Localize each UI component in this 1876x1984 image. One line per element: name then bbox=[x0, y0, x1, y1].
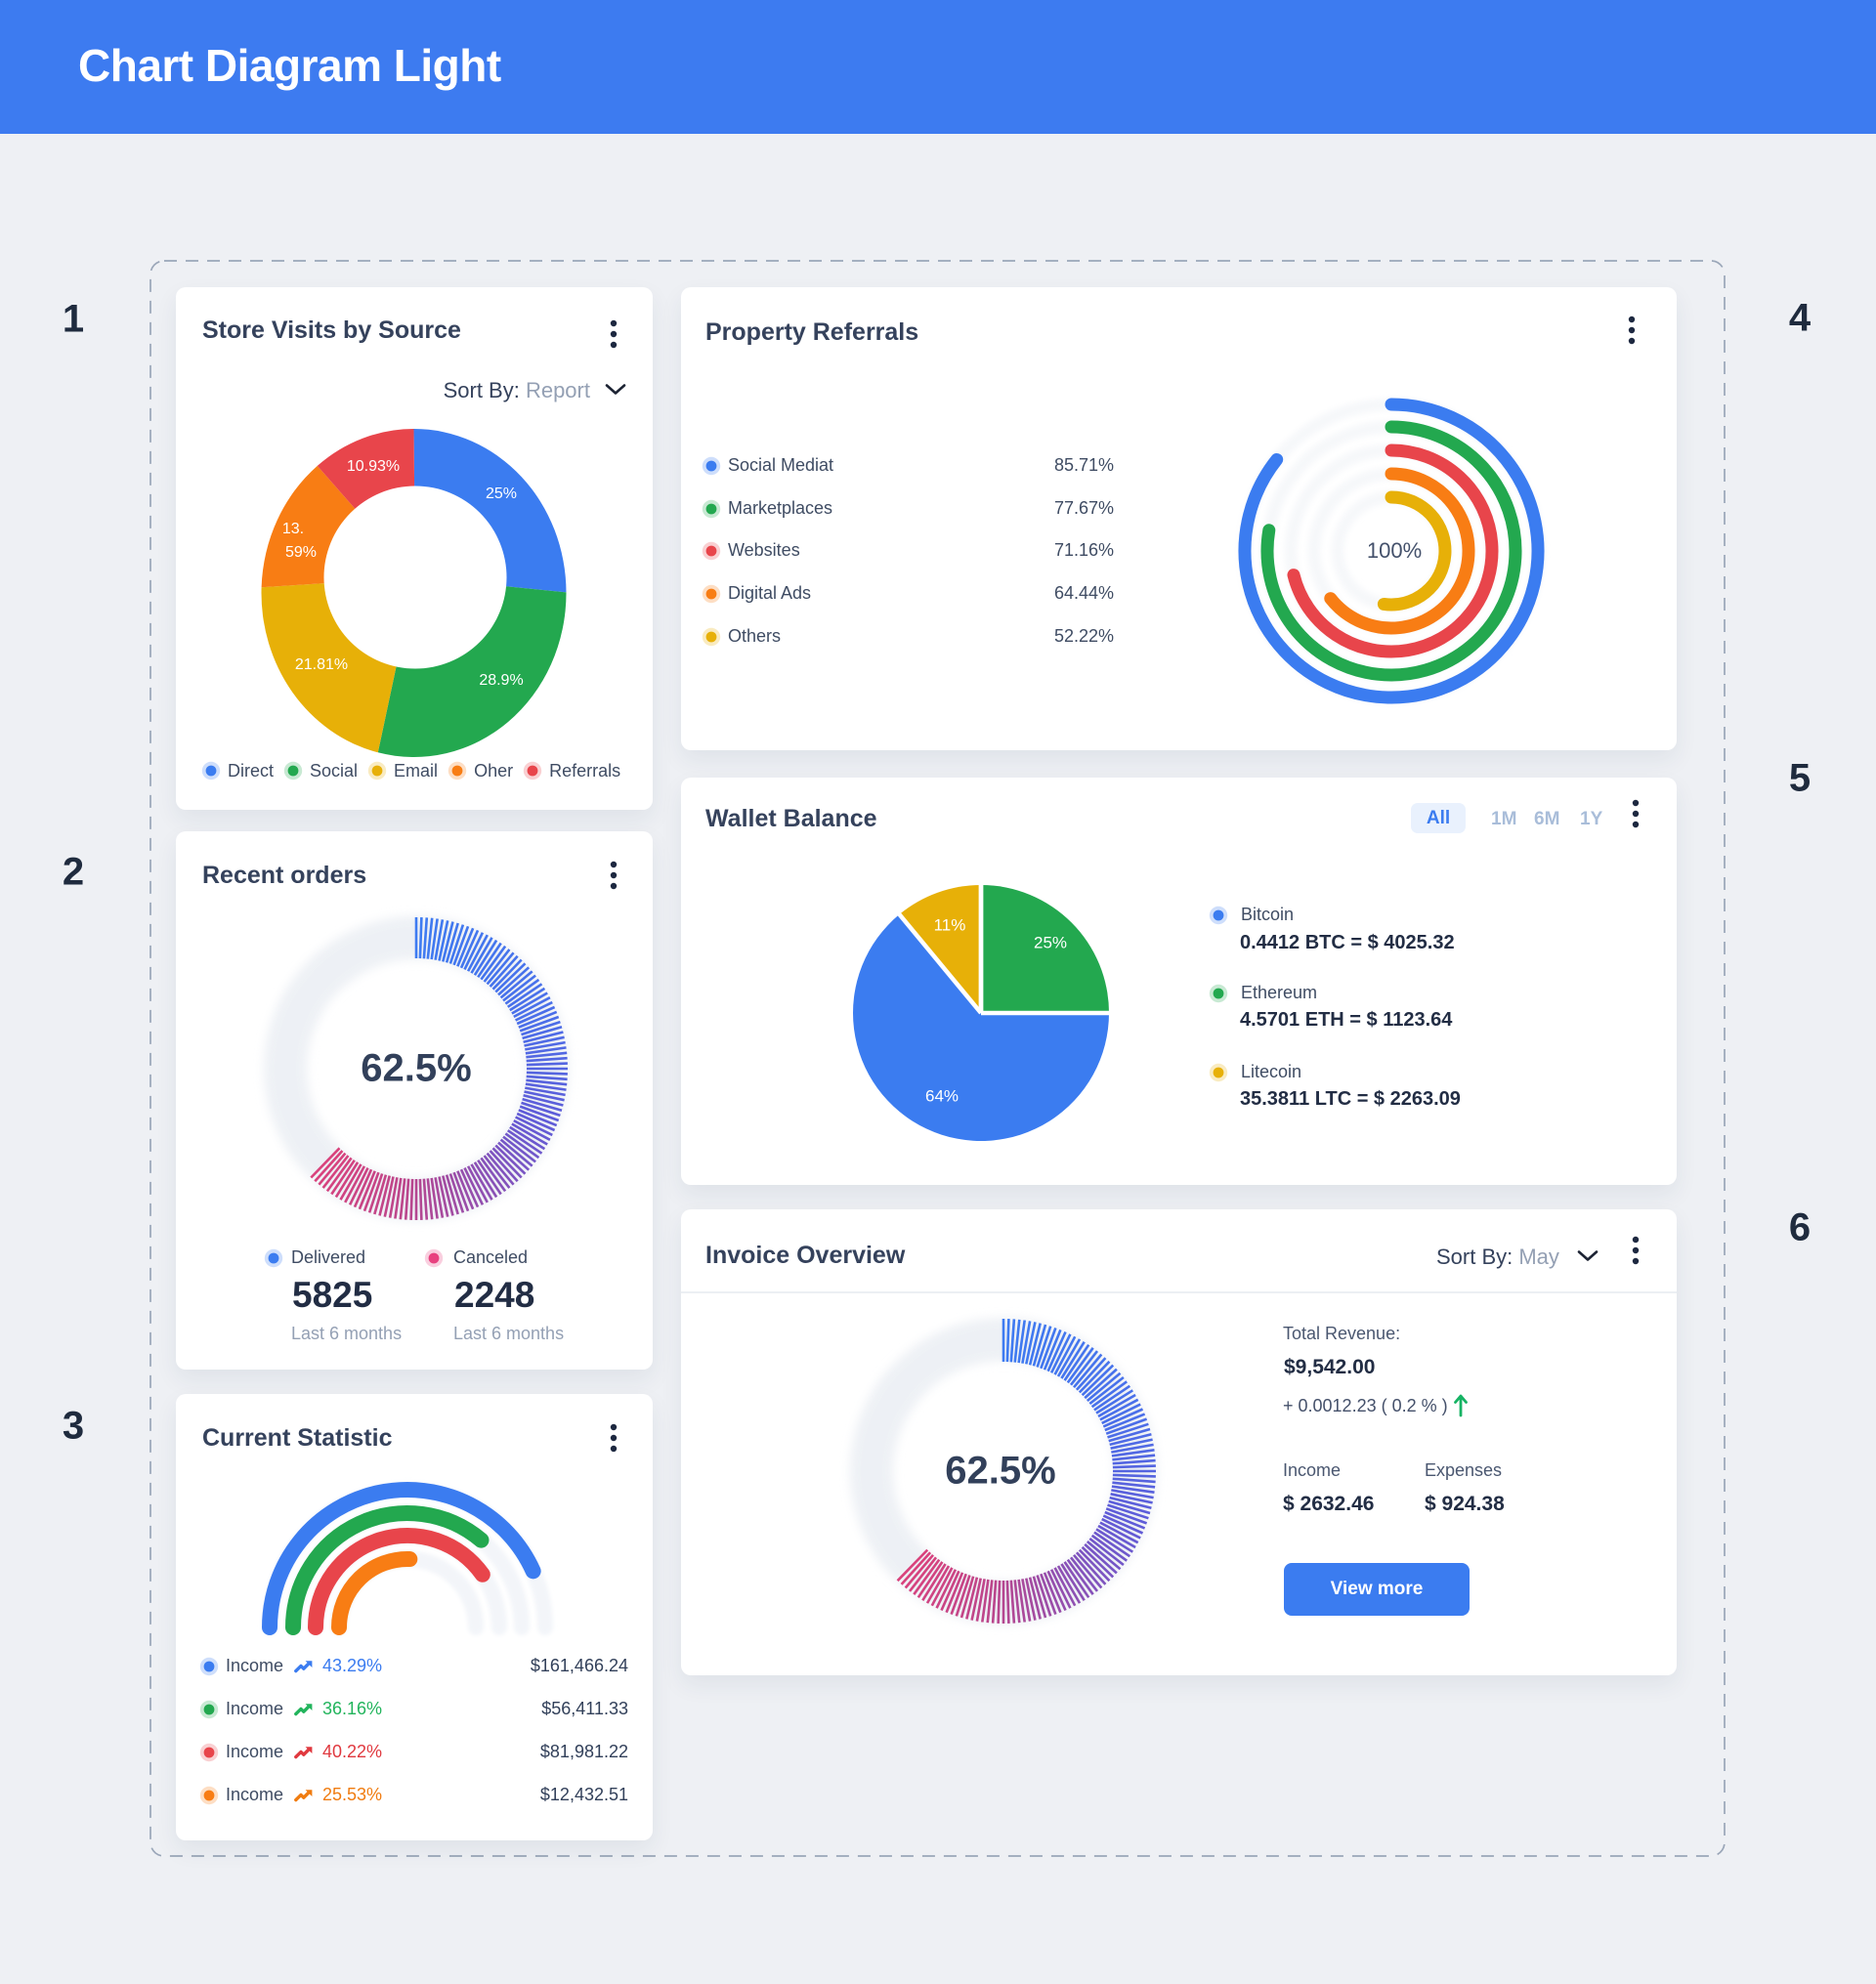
svg-text:21.81%: 21.81% bbox=[295, 656, 348, 673]
svg-text:59%: 59% bbox=[285, 544, 317, 561]
svg-text:13.: 13. bbox=[282, 521, 304, 537]
svg-text:10.93%: 10.93% bbox=[347, 458, 400, 475]
svg-text:25%: 25% bbox=[1034, 933, 1067, 951]
svg-text:28.9%: 28.9% bbox=[479, 672, 523, 689]
svg-text:64%: 64% bbox=[925, 1086, 959, 1105]
svg-text:11%: 11% bbox=[934, 915, 966, 934]
svg-text:25%: 25% bbox=[486, 485, 517, 502]
